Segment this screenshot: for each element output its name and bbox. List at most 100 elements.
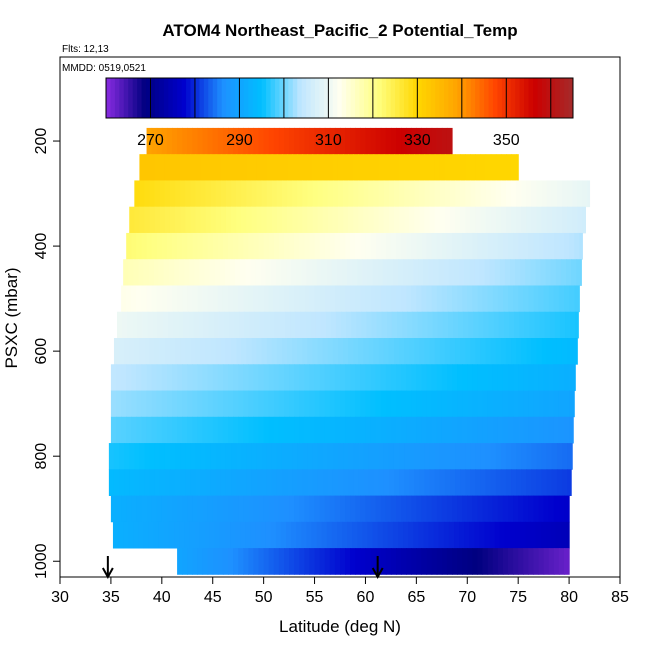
heatmap-cell: [500, 338, 507, 365]
heatmap-cell: [169, 469, 176, 496]
colorbar-swatch: [368, 78, 374, 118]
heatmap-cell: [225, 206, 232, 234]
heatmap-cell: [212, 390, 219, 418]
heatmap-cell: [141, 285, 148, 313]
heatmap-cell: [144, 338, 151, 365]
heatmap-cell: [375, 364, 382, 391]
heatmap-cell: [355, 390, 361, 418]
colorbar-swatch: [194, 78, 200, 118]
heatmap-cell: [482, 285, 489, 313]
heatmap-cell: [230, 521, 236, 549]
heatmap-cell: [560, 521, 567, 549]
heatmap-cell: [426, 364, 433, 391]
heatmap-cell: [494, 521, 501, 549]
heatmap-cell: [350, 364, 356, 391]
heatmap-cell: [273, 416, 280, 444]
heatmap-cell: [443, 521, 450, 549]
colorbar-swatch: [399, 78, 405, 118]
heatmap-cell: [419, 180, 426, 208]
heatmap-cell: [538, 416, 545, 444]
heatmap-cell: [168, 259, 175, 286]
heatmap-cell: [520, 259, 526, 286]
heatmap-cell: [271, 338, 278, 365]
heatmap-cell: [490, 469, 497, 496]
heatmap-cell: [346, 311, 352, 339]
heatmap-cell: [360, 127, 367, 155]
heatmap-cell: [177, 364, 183, 391]
heatmap-cell: [258, 390, 265, 418]
heatmap-cell: [212, 416, 219, 444]
heatmap-cell: [212, 364, 219, 391]
heatmap-cell: [334, 285, 341, 313]
heatmap-cell: [129, 443, 135, 470]
colorbar-swatch: [252, 78, 258, 118]
colorbar-swatch: [439, 78, 445, 118]
colorbar-swatch: [470, 78, 476, 118]
heatmap-cell: [261, 469, 268, 496]
heatmap-cell: [332, 469, 339, 496]
heatmap-cell: [136, 364, 143, 391]
heatmap-cell: [128, 259, 134, 286]
heatmap-cell: [497, 232, 504, 260]
heatmap-cell: [224, 521, 231, 549]
heatmap-cell: [146, 495, 153, 523]
heatmap-cell: [495, 206, 502, 234]
heatmap-cell: [169, 443, 176, 470]
heatmap-cell: [266, 338, 273, 365]
heatmap-cell: [312, 180, 319, 208]
heatmap-cell: [431, 390, 438, 418]
heatmap-cell: [317, 443, 324, 470]
heatmap-cell: [202, 390, 209, 418]
heatmap-cell: [190, 154, 197, 181]
heatmap-cell: [462, 285, 468, 313]
heatmap-cell: [210, 443, 217, 470]
colorbar-swatch: [119, 78, 125, 118]
heatmap-cell: [416, 127, 423, 155]
heatmap-cell: [508, 285, 514, 313]
heatmap-cell: [136, 390, 143, 418]
colorbar-swatch: [199, 78, 205, 118]
heatmap-cell: [245, 259, 251, 286]
heatmap-cell: [449, 443, 456, 470]
heatmap-cell: [477, 416, 484, 444]
heatmap-cell: [416, 416, 423, 444]
heatmap-cell: [199, 259, 206, 286]
heatmap-cell: [134, 443, 141, 470]
heatmap-cell: [431, 416, 438, 444]
heatmap-cell: [489, 259, 496, 286]
heatmap-cell: [502, 232, 509, 260]
heatmap-cell: [511, 180, 517, 208]
colorbar-swatch: [457, 78, 463, 118]
heatmap-cell: [158, 259, 165, 286]
heatmap-cell: [403, 521, 409, 549]
heatmap-cell: [241, 443, 247, 470]
heatmap-cell: [164, 206, 171, 234]
heatmap-cell: [401, 390, 407, 418]
heatmap-cell: [210, 180, 217, 208]
heatmap-cell: [154, 443, 161, 470]
heatmap-cell: [131, 285, 137, 313]
heatmap-cell: [119, 443, 125, 470]
heatmap-cell: [392, 521, 399, 549]
heatmap-cell: [377, 521, 384, 549]
heatmap-cell: [258, 364, 265, 391]
heatmap-cell: [429, 338, 436, 365]
colorbar-swatch: [123, 78, 129, 118]
heatmap-cell: [485, 154, 492, 181]
heatmap-cell: [341, 311, 347, 339]
colorbar-swatch: [154, 78, 160, 118]
heatmap-cell: [292, 443, 298, 470]
heatmap-cell: [444, 154, 451, 181]
heatmap-cell: [541, 180, 548, 208]
heatmap-cell: [421, 285, 428, 313]
heatmap-cell: [511, 154, 517, 181]
heatmap-cell: [175, 469, 181, 496]
heatmap-cell: [447, 311, 454, 339]
heatmap-cell: [183, 311, 189, 339]
colorbar-swatch: [114, 78, 120, 118]
heatmap-cell: [582, 180, 589, 208]
heatmap-cell: [149, 154, 156, 181]
heatmap-cell: [195, 180, 202, 208]
heatmap-cell: [575, 311, 579, 339]
heatmap-cell: [546, 469, 553, 496]
